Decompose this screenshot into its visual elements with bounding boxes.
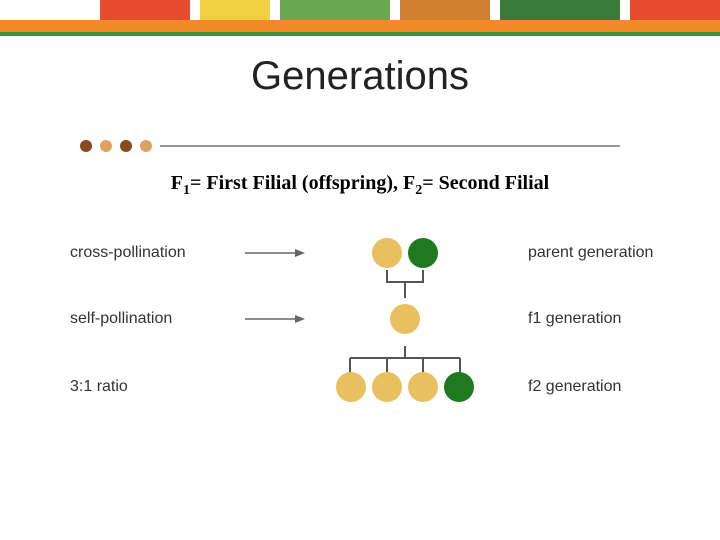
arrow-parent [240, 247, 310, 259]
header-green-line [0, 32, 720, 36]
arrow-icon [245, 247, 305, 259]
pea-icon [390, 304, 420, 334]
pea-group-parent [310, 238, 500, 268]
subtitle-tail: = Second Filial [422, 172, 549, 194]
label-cross-pollination: cross-pollination [70, 244, 240, 262]
pea-icon [408, 238, 438, 268]
pea-group-f1 [310, 304, 500, 334]
pea-icon [372, 372, 402, 402]
header-decor-strip [0, 0, 720, 20]
pea-group-f2 [310, 372, 500, 402]
label-f2-generation: f2 generation [500, 378, 670, 396]
pea-icon [408, 372, 438, 402]
page-title: Generations [0, 54, 720, 99]
decor-blotch [100, 0, 190, 20]
subtitle-f1-prefix: F [171, 172, 183, 194]
decor-blotch [630, 0, 720, 20]
label-ratio: 3:1 ratio [70, 378, 240, 396]
decor-blotch [500, 0, 620, 20]
horizontal-rule [160, 145, 620, 147]
arrow-icon [245, 313, 305, 325]
header-orange-bar [0, 20, 720, 32]
label-self-pollination: self-pollination [70, 310, 240, 328]
arrow-f1 [240, 313, 310, 325]
subtitle-sub1: 1 [183, 183, 190, 198]
bullet-icon [140, 140, 152, 152]
decor-blotch [280, 0, 390, 20]
pea-icon [336, 372, 366, 402]
decor-blotch [200, 0, 270, 20]
generations-diagram: cross-pollination parent generation self… [70, 230, 670, 420]
row-f2: 3:1 ratio f2 generation [70, 364, 670, 410]
bullet-icon [100, 140, 112, 152]
label-parent-generation: parent generation [500, 244, 670, 262]
bullet-icon [80, 140, 92, 152]
subtitle-text: F1= First Filial (offspring), F2= Second… [0, 172, 720, 199]
row-parent: cross-pollination parent generation [70, 230, 670, 276]
bullet-icon [120, 140, 132, 152]
pea-icon [372, 238, 402, 268]
pea-icon [444, 372, 474, 402]
decor-blotch [400, 0, 490, 20]
bullet-row [80, 140, 620, 152]
label-f1-generation: f1 generation [500, 310, 670, 328]
row-f1: self-pollination f1 generation [70, 296, 670, 342]
subtitle-mid: = First Filial (offspring), F [190, 172, 415, 194]
